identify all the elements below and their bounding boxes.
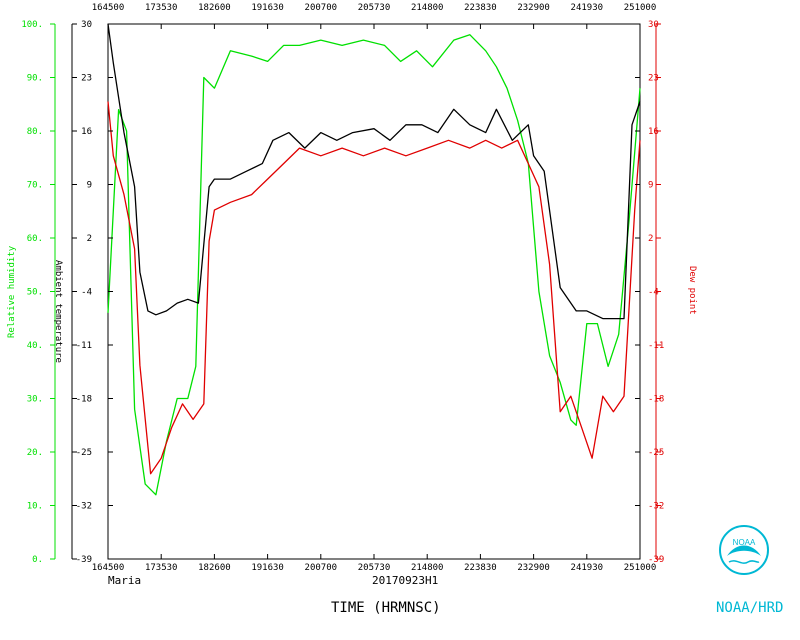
noaa-logo-ring	[719, 525, 769, 575]
dew-axis-tick-label: -32	[648, 502, 664, 512]
dew-axis-tick-label: 9	[648, 181, 653, 191]
rh-axis-tick-label: 20.	[27, 448, 43, 458]
dew-axis-tick-label: -11	[648, 341, 664, 351]
rh-axis-title: Relative humidity	[7, 245, 17, 338]
dew-axis-tick-label: 16	[648, 127, 659, 137]
rh-axis-tick-label: 90.	[27, 74, 43, 84]
temp-axis-tick-label: 16	[81, 127, 92, 137]
series-line	[107, 34, 641, 496]
temp-axis-tick-label: 30	[81, 20, 92, 30]
rh-axis-tick-label: 70.	[27, 181, 43, 191]
rh-axis-tick-label: 30.	[27, 395, 43, 405]
temp-axis-title: Ambient temperature	[53, 260, 63, 363]
x-axis-title: TIME (HRMNSC)	[331, 600, 441, 616]
x-tick-label-bottom: 232900	[517, 563, 550, 573]
noaa-logo-bird-icon	[727, 545, 761, 556]
x-tick-label-bottom: 200700	[305, 563, 338, 573]
dew-axis-tick-label: -25	[648, 448, 664, 458]
series-line	[107, 101, 641, 475]
x-tick-label-bottom: 191630	[251, 563, 284, 573]
series-line	[107, 23, 641, 320]
dew-axis-tick-label: 23	[648, 74, 659, 84]
x-tick-label-bottom: 241930	[571, 563, 604, 573]
x-tick-label-top: 164500	[92, 3, 125, 13]
rh-axis-tick-label: 0.	[32, 555, 43, 565]
dew-axis-tick-label: -18	[648, 395, 664, 405]
x-tick-label-top: 232900	[517, 3, 550, 13]
x-tick-label-top: 173530	[145, 3, 178, 13]
temp-axis-tick-label: -11	[76, 341, 92, 351]
x-tick-label-top: 251000	[624, 3, 657, 13]
rh-axis-tick-label: 60.	[27, 234, 43, 244]
dew-axis-tick-label: -4	[648, 288, 659, 298]
dew-axis-tick-label: 2	[648, 234, 653, 244]
dew-axis-tick-label: -39	[648, 555, 664, 565]
dew-axis-title: Dew point	[687, 266, 697, 315]
rh-axis-tick-label: 10.	[27, 502, 43, 512]
x-tick-label-bottom: 205730	[358, 563, 391, 573]
temp-axis-tick-label: 2	[87, 234, 92, 244]
temp-axis-tick-label: -18	[76, 395, 92, 405]
x-tick-label-bottom: 173530	[145, 563, 178, 573]
noaa-logo: NOAA	[719, 525, 769, 575]
x-tick-label-top: 241930	[571, 3, 604, 13]
x-tick-label-top: 182600	[198, 3, 231, 13]
x-tick-label-bottom: 164500	[92, 563, 125, 573]
credit-label: NOAA/HRD	[716, 600, 783, 616]
x-tick-label-top: 205730	[358, 3, 391, 13]
storm-name: Maria	[108, 574, 141, 587]
temp-axis-tick-label: -39	[76, 555, 92, 565]
rh-axis-tick-label: 80.	[27, 127, 43, 137]
noaa-logo-text: NOAA	[733, 538, 756, 547]
x-tick-label-top: 214800	[411, 3, 444, 13]
x-tick-label-top: 200700	[305, 3, 338, 13]
noaa-logo-wave-icon	[728, 560, 760, 564]
series-layer	[107, 23, 641, 496]
temp-axis-tick-label: 23	[81, 74, 92, 84]
x-tick-label-bottom: 182600	[198, 563, 231, 573]
temp-axis-tick-label: -32	[76, 502, 92, 512]
temp-axis-tick-label: -25	[76, 448, 92, 458]
rh-axis-tick-label: 40.	[27, 341, 43, 351]
axes-layer: 164500 173530 182600 191630 200700 205730 2148…	[21, 3, 664, 573]
x-tick-label-top: 223830	[464, 3, 497, 13]
x-tick-label-top: 191630	[251, 3, 284, 13]
x-tick-label-bottom: 214800	[411, 563, 444, 573]
temp-axis-tick-label: 9	[87, 181, 92, 191]
flight-id: 20170923H1	[372, 574, 438, 587]
rh-axis-tick-label: 100.	[21, 20, 43, 30]
x-tick-label-bottom: 251000	[624, 563, 657, 573]
dew-axis-tick-label: 30	[648, 20, 659, 30]
x-tick-label-bottom: 223830	[464, 563, 497, 573]
temp-axis-tick-label: -4	[81, 288, 92, 298]
rh-axis-tick-label: 50.	[27, 288, 43, 298]
